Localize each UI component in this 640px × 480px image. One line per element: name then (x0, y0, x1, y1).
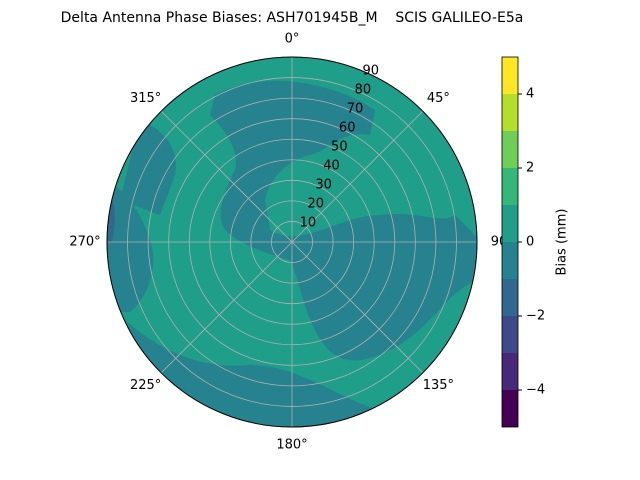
colorbar-band (502, 94, 518, 131)
chart-title: Delta Antenna Phase Biases: ASH701945B_M… (61, 10, 524, 26)
contour-region (120, 120, 176, 215)
labels: 1020304050607080900°45°90135°180°225°270… (69, 32, 507, 453)
theta-tick-label: 180° (276, 438, 307, 453)
contour-region (210, 80, 477, 361)
grid (106, 56, 478, 428)
colorbar-tick-label: 2 (526, 161, 534, 176)
colorbar-band (502, 316, 518, 353)
colorbar-band (502, 279, 518, 316)
plot-border (106, 56, 478, 428)
colorbar-band (502, 390, 518, 427)
theta-grid-line (160, 241, 293, 374)
r-tick-label: 40 (323, 159, 340, 174)
theta-tick-label: 225° (130, 378, 161, 393)
r-tick-label: 80 (355, 83, 372, 98)
theta-grid-line (291, 110, 424, 243)
theta-tick-label: 270° (69, 235, 100, 250)
theta-tick-label: 45° (427, 91, 450, 106)
colorbar-tick-label: −4 (526, 383, 545, 398)
r-tick-label: 20 (307, 197, 324, 212)
r-tick-label: 90 (363, 64, 380, 79)
colorbar-band (502, 131, 518, 168)
colorbar-band (502, 57, 518, 94)
colorbar-band (502, 353, 518, 390)
theta-tick-label: 315° (130, 91, 161, 106)
r-tick-label: 30 (315, 178, 332, 193)
r-tick-label: 70 (347, 102, 364, 117)
colorbar-band (502, 205, 518, 242)
colorbar-band (502, 168, 518, 205)
theta-grid-line (291, 241, 424, 374)
theta-grid-line (160, 110, 293, 243)
colorbar-band (502, 242, 518, 279)
r-tick-label: 50 (331, 140, 348, 155)
r-tick-label: 10 (300, 216, 317, 231)
colorbar-tick-label: −2 (526, 309, 545, 324)
colorbar-tick-label: 4 (526, 87, 534, 102)
theta-tick-label: 135° (423, 378, 454, 393)
colorbar-label: Bias (mm) (555, 209, 570, 276)
colorbar: −4 −2 0 2 4 Bias (mm) (501, 56, 570, 428)
colorbar-tick-label: 0 (526, 235, 534, 250)
r-tick-label: 60 (339, 121, 356, 136)
theta-tick-label: 0° (285, 32, 300, 47)
